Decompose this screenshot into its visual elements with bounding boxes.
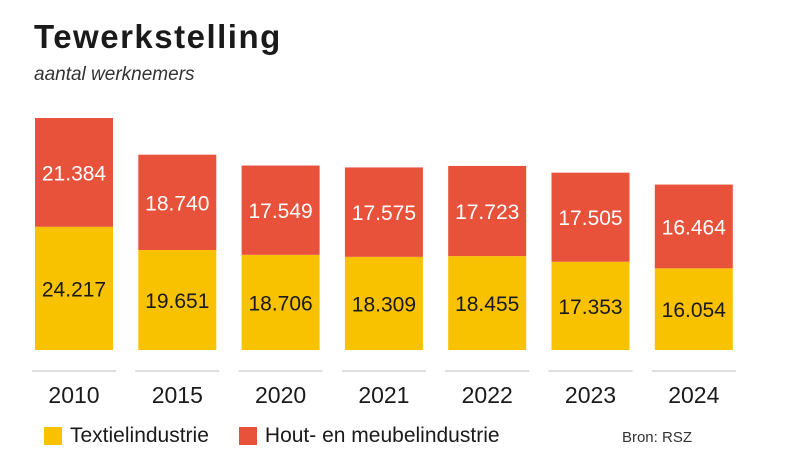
legend-label-hout: Hout- en meubelindustrie [264,424,500,447]
bar-segment-2015-textiel [138,250,217,350]
chart-subtitle: aantal werknemers [34,64,195,85]
bar-segment-2024-hout [654,184,733,269]
data-label-2023-textiel: 17.353 [558,296,622,319]
data-label-2022-textiel: 18.455 [455,293,519,316]
x-tick-label-2020: 2020 [255,382,306,408]
legend-swatch-textiel [44,427,62,445]
chart-title: Tewerkstelling [34,18,282,55]
legend-label-textiel: Textielindustrie [70,424,209,447]
bar-segment-2022-hout [448,165,527,257]
x-tick-label-2023: 2023 [565,382,616,408]
bar-segment-2023-textiel [551,261,630,350]
x-tick-label-2015: 2015 [152,382,203,408]
data-label-2010-hout: 21.384 [42,162,107,185]
x-tick-label-2021: 2021 [358,382,409,408]
bar-segment-2021-textiel [344,256,423,350]
legend-item-hout: Hout- en meubelindustrie [238,424,500,448]
bar-segment-2021-hout [344,167,423,257]
legend: Textielindustrie Hout- en meubelindustri… [44,424,530,448]
source-note: Bron: RSZ [621,429,692,446]
data-label-2010-textiel: 24.217 [42,278,106,301]
data-label-2015-hout: 18.740 [145,192,209,215]
data-label-2020-textiel: 18.706 [248,292,312,315]
data-label-2024-textiel: 16.054 [662,299,727,322]
data-label-2015-textiel: 19.651 [145,290,209,313]
bar-segment-2010-hout [35,118,113,227]
bar-segment-2020-hout [241,165,320,255]
data-label-2020-hout: 17.549 [248,200,312,223]
bar-segment-2010-textiel [35,226,113,350]
bar-segment-2024-textiel [654,268,733,350]
data-label-2022-hout: 17.723 [455,201,519,224]
legend-swatch-hout [238,427,257,445]
data-label-2024-hout: 16.464 [662,216,727,239]
data-label-2021-hout: 17.575 [352,202,416,225]
legend-item-textiel: Textielindustrie [44,424,209,448]
x-tick-label-2024: 2024 [668,382,719,408]
bar-segment-2022-textiel [448,256,527,350]
bar-segment-2015-hout [138,154,217,251]
bar-segment-2023-hout [551,172,630,262]
bar-segment-2020-textiel [241,254,320,350]
data-label-2021-textiel: 18.309 [352,293,416,316]
x-tick-label-2022: 2022 [462,382,513,408]
x-tick-label-2010: 2010 [48,382,99,408]
data-label-2023-hout: 17.505 [558,207,622,230]
